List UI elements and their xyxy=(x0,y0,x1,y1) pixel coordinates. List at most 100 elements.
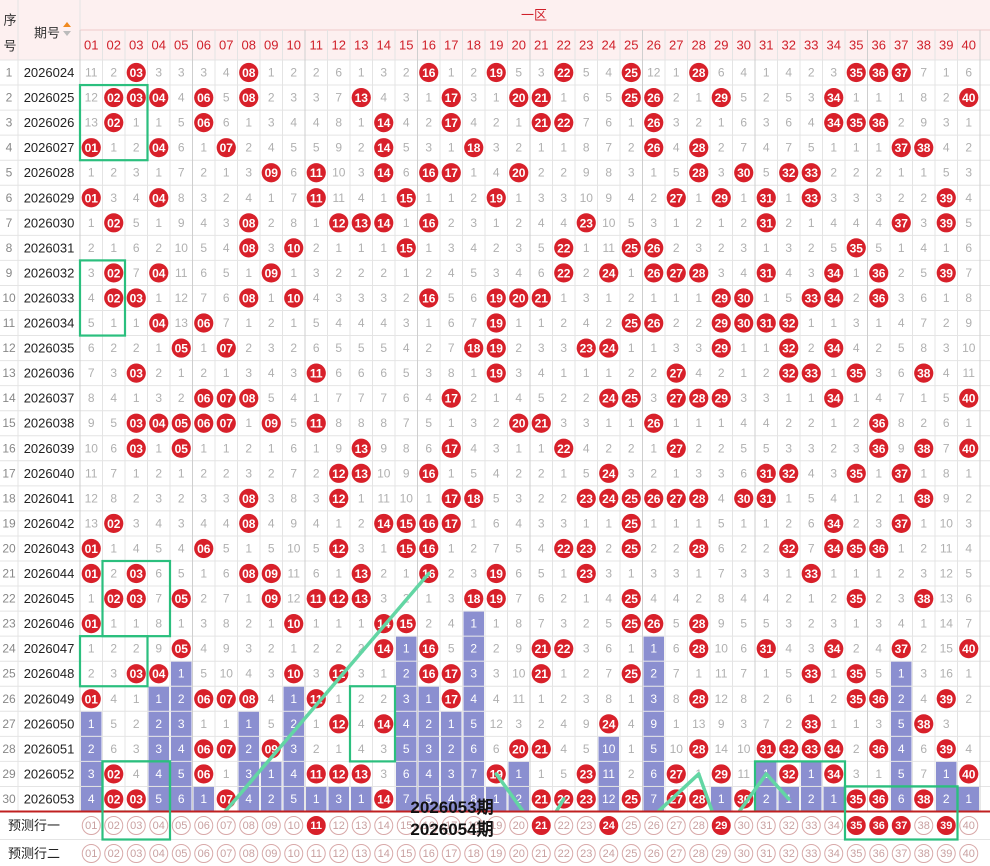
prediction-ball[interactable] xyxy=(239,816,259,835)
prediction-ball[interactable] xyxy=(531,816,551,835)
prediction-ball[interactable] xyxy=(936,816,956,835)
miss-count: 11 xyxy=(603,767,616,781)
prediction-ball[interactable] xyxy=(509,844,529,863)
prediction-ball[interactable] xyxy=(959,816,979,835)
prediction-ball[interactable] xyxy=(441,816,461,835)
prediction-ball[interactable] xyxy=(396,844,416,863)
drawn-ball xyxy=(779,163,799,183)
prediction-ball[interactable] xyxy=(216,844,236,863)
prediction-ball[interactable] xyxy=(441,844,461,863)
prediction-ball[interactable] xyxy=(194,844,214,863)
prediction-ball[interactable] xyxy=(869,844,889,863)
prediction-ball[interactable] xyxy=(126,816,146,835)
prediction-ball[interactable] xyxy=(644,816,664,835)
prediction-ball[interactable] xyxy=(801,844,821,863)
prediction-ball[interactable] xyxy=(891,844,911,863)
prediction-ball[interactable] xyxy=(869,816,889,835)
prediction-ball[interactable] xyxy=(419,816,439,835)
miss-count: 2 xyxy=(290,717,297,731)
prediction-ball[interactable] xyxy=(126,844,146,863)
prediction-ball[interactable] xyxy=(914,844,934,863)
prediction-ball[interactable] xyxy=(846,844,866,863)
prediction-ball[interactable] xyxy=(81,844,101,863)
prediction-ball[interactable] xyxy=(486,816,506,835)
prediction-ball[interactable] xyxy=(666,816,686,835)
prediction-ball[interactable] xyxy=(104,844,124,863)
prediction-ball[interactable] xyxy=(824,816,844,835)
prediction-ball[interactable] xyxy=(599,816,619,835)
drawn-ball xyxy=(531,639,551,659)
prediction-ball[interactable] xyxy=(149,816,169,835)
prediction-ball[interactable] xyxy=(936,844,956,863)
prediction-ball[interactable] xyxy=(104,816,124,835)
prediction-ball[interactable] xyxy=(194,816,214,835)
prediction-ball[interactable] xyxy=(284,844,304,863)
prediction-ball[interactable] xyxy=(419,844,439,863)
prediction-ball[interactable] xyxy=(846,816,866,835)
prediction-ball[interactable] xyxy=(711,844,731,863)
miss-bar-segment xyxy=(396,686,417,711)
prediction-ball-number: 38 xyxy=(918,848,930,860)
prediction-ball[interactable] xyxy=(576,816,596,835)
prediction-ball[interactable] xyxy=(959,844,979,863)
prediction-ball[interactable] xyxy=(239,844,259,863)
drawn-ball xyxy=(239,513,259,534)
prediction-ball[interactable] xyxy=(734,844,754,863)
drawn-ball-number: 01 xyxy=(85,617,99,631)
miss-count: 2 xyxy=(470,541,477,555)
prediction-ball[interactable] xyxy=(329,844,349,863)
prediction-ball[interactable] xyxy=(824,844,844,863)
prediction-ball[interactable] xyxy=(171,816,191,835)
miss-count: 2 xyxy=(358,692,365,706)
prediction-ball[interactable] xyxy=(81,816,101,835)
miss-count: 2 xyxy=(88,667,95,681)
prediction-ball[interactable] xyxy=(374,816,394,835)
prediction-ball[interactable] xyxy=(734,816,754,835)
prediction-ball[interactable] xyxy=(374,844,394,863)
prediction-ball[interactable] xyxy=(554,844,574,863)
prediction-ball[interactable] xyxy=(486,844,506,863)
prediction-ball[interactable] xyxy=(914,816,934,835)
prediction-ball[interactable] xyxy=(756,816,776,835)
prediction-ball[interactable] xyxy=(149,844,169,863)
prediction-ball[interactable] xyxy=(644,844,664,863)
prediction-ball[interactable] xyxy=(261,844,281,863)
sort-up-icon[interactable] xyxy=(63,22,71,27)
prediction-ball[interactable] xyxy=(531,844,551,863)
prediction-ball[interactable] xyxy=(891,816,911,835)
prediction-ball[interactable] xyxy=(509,816,529,835)
prediction-ball[interactable] xyxy=(576,844,596,863)
prediction-ball[interactable] xyxy=(801,816,821,835)
prediction-ball[interactable] xyxy=(351,844,371,863)
prediction-ball[interactable] xyxy=(621,816,641,835)
prediction-ball[interactable] xyxy=(756,844,776,863)
prediction-ball[interactable] xyxy=(779,816,799,835)
column-header-40: 40 xyxy=(962,38,976,53)
prediction-ball[interactable] xyxy=(396,816,416,835)
miss-count: 3 xyxy=(290,91,297,105)
prediction-ball[interactable] xyxy=(306,816,326,835)
prediction-ball[interactable] xyxy=(689,816,709,835)
miss-count: 6 xyxy=(470,291,477,305)
prediction-ball[interactable] xyxy=(284,816,304,835)
prediction-ball[interactable] xyxy=(621,844,641,863)
prediction-ball[interactable] xyxy=(171,844,191,863)
prediction-ball[interactable] xyxy=(464,844,484,863)
prediction-ball[interactable] xyxy=(599,844,619,863)
drawn-ball xyxy=(846,588,866,609)
prediction-ball[interactable] xyxy=(306,844,326,863)
prediction-ball[interactable] xyxy=(666,844,686,863)
prediction-ball[interactable] xyxy=(464,816,484,835)
drawn-ball-number: 28 xyxy=(692,542,706,556)
miss-count: 1 xyxy=(268,291,275,305)
prediction-ball[interactable] xyxy=(779,844,799,863)
prediction-ball[interactable] xyxy=(329,816,349,835)
sort-down-icon[interactable] xyxy=(63,31,71,36)
prediction-ball[interactable] xyxy=(689,844,709,863)
prediction-ball[interactable] xyxy=(711,816,731,835)
prediction-ball[interactable] xyxy=(216,816,236,835)
prediction-ball[interactable] xyxy=(554,816,574,835)
prediction-ball[interactable] xyxy=(261,816,281,835)
prediction-ball-number: 34 xyxy=(828,820,840,832)
prediction-ball[interactable] xyxy=(351,816,371,835)
